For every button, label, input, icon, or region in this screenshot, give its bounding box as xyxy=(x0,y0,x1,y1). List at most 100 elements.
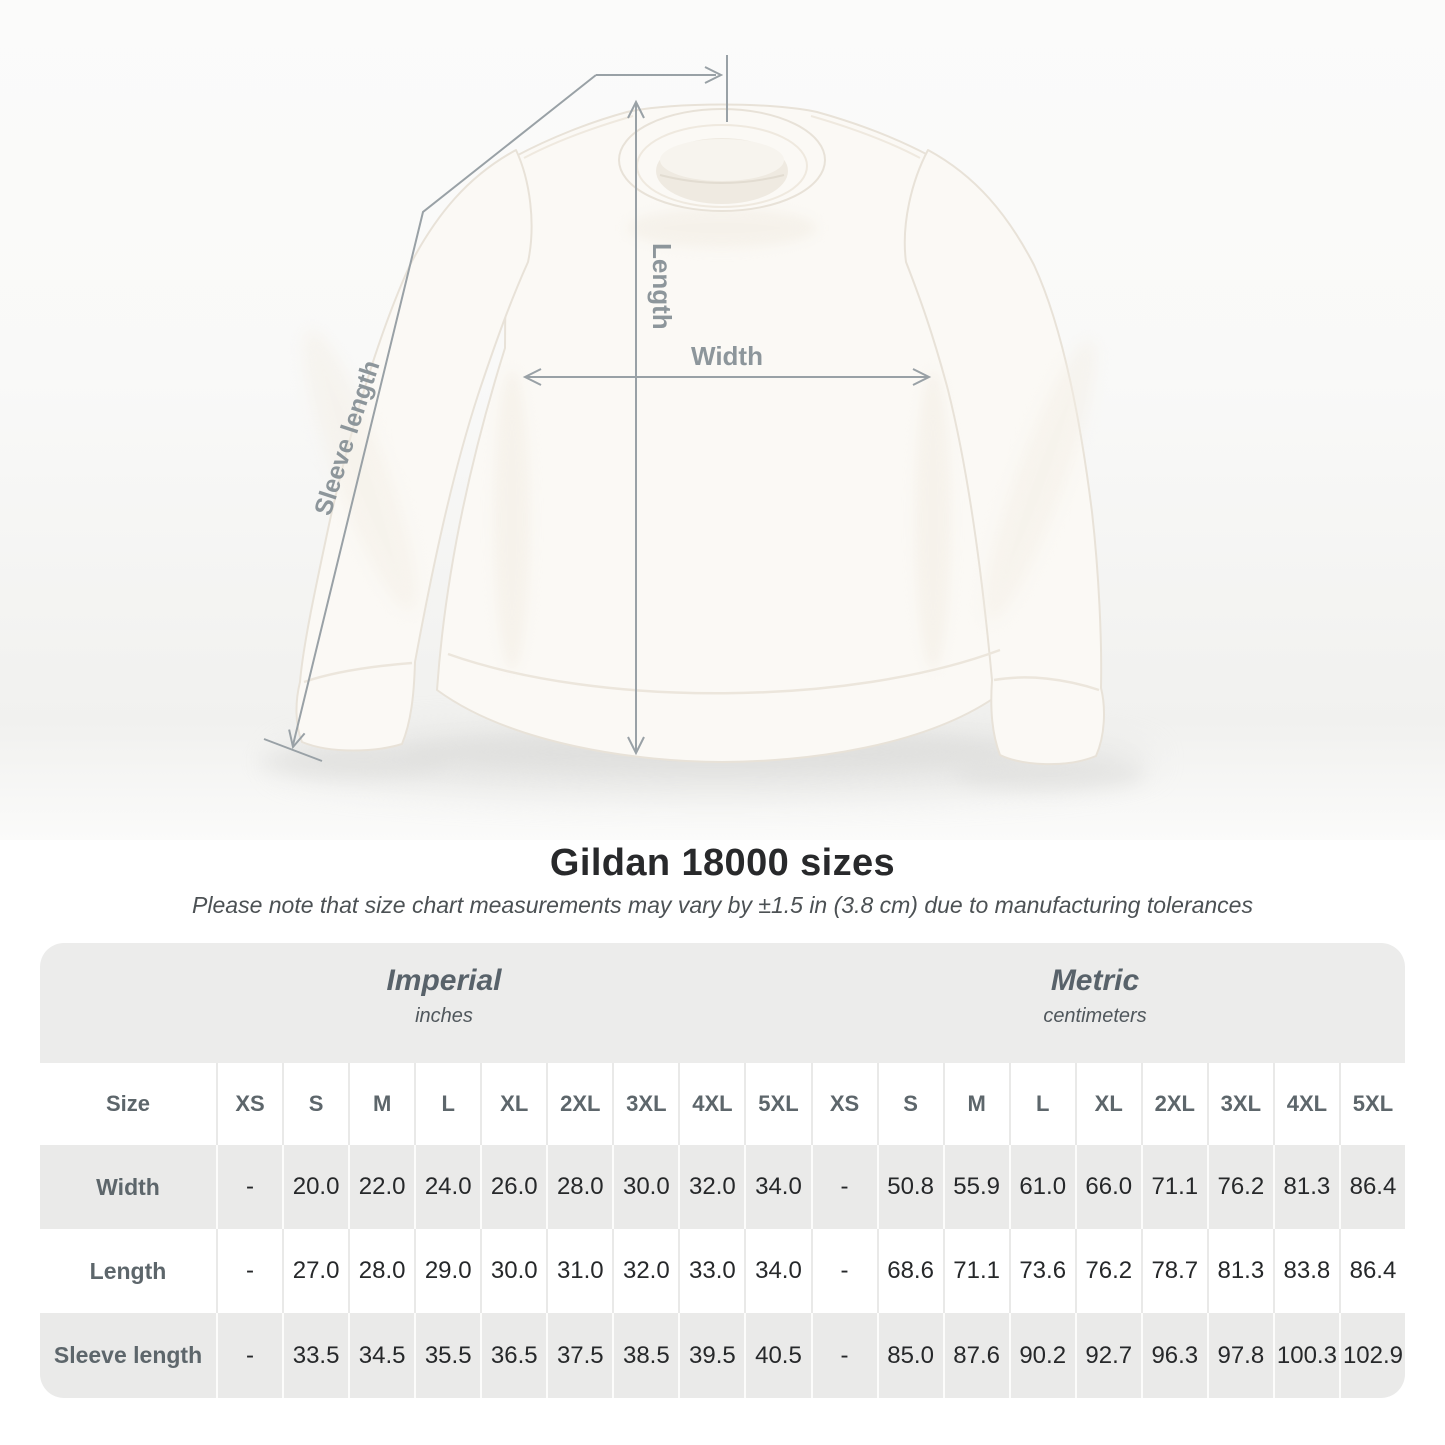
value-cell: 30.0 xyxy=(480,1229,546,1313)
page-title: Gildan 18000 sizes xyxy=(549,842,896,884)
value-cell: 66.0 xyxy=(1074,1145,1141,1229)
value-cell: 55.9 xyxy=(942,1145,1009,1229)
value-cell: 71.1 xyxy=(942,1229,1009,1313)
value-cell: 27.0 xyxy=(282,1229,348,1313)
col-header-imperial-3xl: 3XL xyxy=(612,1063,678,1145)
cuff-tick xyxy=(263,738,323,762)
col-header-metric-xl: XL xyxy=(1074,1063,1141,1145)
value-cell: 85.0 xyxy=(876,1313,943,1398)
sweatshirt-illustration xyxy=(295,103,1105,766)
row-label: Sleeve length xyxy=(53,1342,203,1368)
col-header-imperial-l: L xyxy=(414,1063,480,1145)
value-cell: 83.8 xyxy=(1272,1229,1339,1313)
value-cell: 97.8 xyxy=(1206,1313,1273,1398)
value-cell: - xyxy=(216,1313,282,1398)
value-cell: 73.6 xyxy=(1008,1229,1075,1313)
value-cell: 35.5 xyxy=(414,1313,480,1398)
value-cell: 20.0 xyxy=(282,1145,348,1229)
value-cell: 34.0 xyxy=(744,1229,810,1313)
width-label: Width xyxy=(691,341,763,371)
table-row-sleeve-length: Sleeve length - 33.5 34.5 35.5 36.5 37.5… xyxy=(40,1313,1405,1398)
length-label: Length xyxy=(647,243,677,330)
value-cell: 31.0 xyxy=(546,1229,612,1313)
col-header-metric-2xl: 2XL xyxy=(1140,1063,1207,1145)
value-cell: 28.0 xyxy=(348,1229,414,1313)
value-cell: 22.0 xyxy=(348,1145,414,1229)
metric-unit: centimeters xyxy=(1043,1005,1147,1027)
value-cell: 68.6 xyxy=(876,1229,943,1313)
metric-title: Metric xyxy=(1050,964,1140,997)
value-cell: 71.1 xyxy=(1140,1145,1207,1229)
value-cell: 87.6 xyxy=(942,1313,1009,1398)
value-cell: 28.0 xyxy=(546,1145,612,1229)
value-cell: 37.5 xyxy=(546,1313,612,1398)
value-cell: - xyxy=(216,1145,282,1229)
col-header-metric-xs: XS xyxy=(810,1063,877,1145)
value-cell: 38.5 xyxy=(612,1313,678,1398)
value-cell: - xyxy=(216,1229,282,1313)
size-chart-table: Imperial inches Metric centimeters Size … xyxy=(40,943,1405,1398)
arrowhead-up-icon xyxy=(627,99,645,119)
value-cell: 36.5 xyxy=(480,1313,546,1398)
value-cell: 90.2 xyxy=(1008,1313,1075,1398)
value-cell: 40.5 xyxy=(744,1313,810,1398)
arrowhead-right-icon xyxy=(704,66,724,84)
value-cell: 61.0 xyxy=(1008,1145,1075,1229)
col-header-imperial-s: S xyxy=(282,1063,348,1145)
table-header-row: Size XS S M L XL 2XL 3XL 4XL 5XL XS S M … xyxy=(40,1063,1405,1145)
value-cell: 50.8 xyxy=(876,1145,943,1229)
metric-section-header: Metric centimeters xyxy=(1043,964,1146,1028)
value-cell: 24.0 xyxy=(414,1145,480,1229)
col-header-imperial-m: M xyxy=(348,1063,414,1145)
seam-lines xyxy=(303,115,1100,695)
arrowhead-right-icon xyxy=(912,368,932,386)
col-header-imperial-xl: XL xyxy=(480,1063,546,1145)
col-header-metric-3xl: 3XL xyxy=(1206,1063,1273,1145)
sweatshirt-body xyxy=(436,103,1006,763)
value-cell: 34.0 xyxy=(744,1145,810,1229)
value-cell: 33.5 xyxy=(282,1313,348,1398)
row-label: Width xyxy=(96,1173,160,1200)
sleeve-dimension-line xyxy=(263,55,728,762)
value-cell: 78.7 xyxy=(1140,1229,1207,1313)
value-cell: 34.5 xyxy=(348,1313,414,1398)
value-cell: 96.3 xyxy=(1140,1313,1207,1398)
col-header-metric-l: L xyxy=(1008,1063,1075,1145)
value-cell: 32.0 xyxy=(612,1229,678,1313)
measurement-overlay xyxy=(263,55,932,762)
product-photo-section: Length Width Sleeve length xyxy=(0,0,1445,840)
col-header-imperial-2xl: 2XL xyxy=(546,1063,612,1145)
col-header-imperial-xs: XS xyxy=(216,1063,282,1145)
value-cell: 81.3 xyxy=(1272,1145,1339,1229)
value-cell: 92.7 xyxy=(1074,1313,1141,1398)
value-cell: 76.2 xyxy=(1074,1229,1141,1313)
value-cell: - xyxy=(810,1145,877,1229)
value-cell: 102.9 xyxy=(1338,1313,1405,1398)
col-header-imperial-5xl: 5XL xyxy=(744,1063,810,1145)
row-label: Length xyxy=(89,1257,167,1284)
value-cell: 86.4 xyxy=(1338,1229,1405,1313)
value-cell: 76.2 xyxy=(1206,1145,1273,1229)
imperial-unit: inches xyxy=(415,1005,473,1027)
length-dimension-line xyxy=(627,99,645,756)
width-dimension-line xyxy=(522,368,932,386)
units-header-band: Imperial inches Metric centimeters xyxy=(40,943,1405,1063)
col-header-metric-5xl: 5XL xyxy=(1338,1063,1405,1145)
value-cell: 29.0 xyxy=(414,1229,480,1313)
size-column-header: Size xyxy=(105,1091,151,1116)
value-cell: 30.0 xyxy=(612,1145,678,1229)
col-header-metric-4xl: 4XL xyxy=(1272,1063,1339,1145)
value-cell: 32.0 xyxy=(678,1145,744,1229)
value-cell: 26.0 xyxy=(480,1145,546,1229)
sweatshirt-diagram: Length Width Sleeve length xyxy=(257,55,1155,798)
table-row-length: Length - 27.0 28.0 29.0 30.0 31.0 32.0 3… xyxy=(40,1229,1405,1313)
col-header-imperial-4xl: 4XL xyxy=(678,1063,744,1145)
value-cell: 33.0 xyxy=(678,1229,744,1313)
col-header-metric-m: M xyxy=(942,1063,1009,1145)
value-cell: - xyxy=(810,1229,877,1313)
right-sleeve xyxy=(903,149,1105,766)
table-row-width: Width - 20.0 22.0 24.0 26.0 28.0 30.0 32… xyxy=(40,1145,1405,1229)
left-sleeve xyxy=(295,149,533,752)
value-cell: 100.3 xyxy=(1272,1313,1339,1398)
